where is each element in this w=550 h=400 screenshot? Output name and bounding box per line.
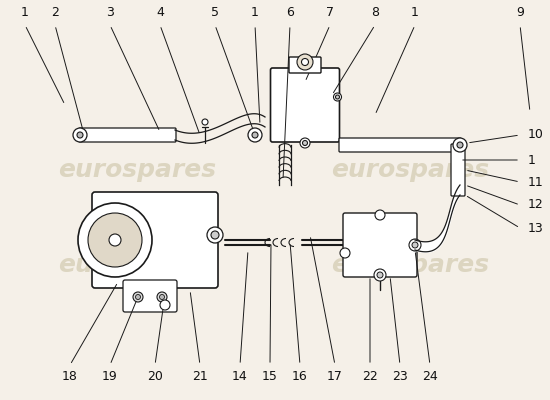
Text: eurospares: eurospares — [58, 253, 216, 277]
Text: 11: 11 — [528, 176, 544, 188]
Text: 9: 9 — [516, 6, 524, 19]
FancyBboxPatch shape — [289, 57, 321, 73]
Text: 23: 23 — [392, 370, 408, 383]
FancyBboxPatch shape — [339, 138, 461, 152]
Circle shape — [375, 210, 385, 220]
Text: 13: 13 — [528, 222, 544, 234]
Text: 12: 12 — [528, 198, 544, 212]
FancyBboxPatch shape — [123, 280, 177, 312]
Circle shape — [133, 292, 143, 302]
Text: 8: 8 — [371, 6, 379, 19]
Text: 10: 10 — [528, 128, 544, 142]
Text: eurospares: eurospares — [331, 253, 489, 277]
Text: 2: 2 — [51, 6, 59, 19]
Text: 1: 1 — [528, 154, 536, 166]
Text: 1: 1 — [21, 6, 29, 19]
Text: 21: 21 — [192, 370, 208, 383]
Text: 18: 18 — [62, 370, 78, 383]
Circle shape — [336, 95, 339, 99]
Circle shape — [160, 294, 164, 300]
Text: 15: 15 — [262, 370, 278, 383]
Circle shape — [73, 128, 87, 142]
Circle shape — [377, 272, 383, 278]
Circle shape — [297, 54, 313, 70]
Circle shape — [453, 138, 467, 152]
Circle shape — [202, 119, 208, 125]
Text: 6: 6 — [286, 6, 294, 19]
Text: 7: 7 — [326, 6, 334, 19]
Circle shape — [160, 300, 170, 310]
Circle shape — [457, 142, 463, 148]
Circle shape — [302, 140, 307, 146]
Circle shape — [409, 239, 421, 251]
Circle shape — [157, 292, 167, 302]
Circle shape — [77, 132, 83, 138]
FancyBboxPatch shape — [343, 213, 417, 277]
Text: 1: 1 — [251, 6, 259, 19]
Circle shape — [211, 231, 219, 239]
FancyBboxPatch shape — [271, 68, 339, 142]
Circle shape — [300, 138, 310, 148]
Circle shape — [301, 58, 309, 66]
Circle shape — [374, 269, 386, 281]
Circle shape — [333, 93, 342, 101]
Circle shape — [412, 242, 418, 248]
Circle shape — [248, 128, 262, 142]
Text: 4: 4 — [156, 6, 164, 19]
Text: 3: 3 — [106, 6, 114, 19]
Circle shape — [78, 203, 152, 277]
Text: 20: 20 — [147, 370, 163, 383]
Circle shape — [88, 213, 142, 267]
Text: 17: 17 — [327, 370, 343, 383]
Text: eurospares: eurospares — [58, 158, 216, 182]
Circle shape — [340, 248, 350, 258]
Circle shape — [252, 132, 258, 138]
Text: eurospares: eurospares — [331, 158, 489, 182]
Text: 22: 22 — [362, 370, 378, 383]
Text: 24: 24 — [422, 370, 438, 383]
Text: 14: 14 — [232, 370, 248, 383]
Text: 5: 5 — [211, 6, 219, 19]
Text: 1: 1 — [411, 6, 419, 19]
FancyBboxPatch shape — [451, 144, 465, 196]
Circle shape — [109, 234, 121, 246]
FancyBboxPatch shape — [79, 128, 176, 142]
Circle shape — [135, 294, 140, 300]
Text: 16: 16 — [292, 370, 308, 383]
FancyBboxPatch shape — [92, 192, 218, 288]
Circle shape — [207, 227, 223, 243]
Text: 19: 19 — [102, 370, 118, 383]
